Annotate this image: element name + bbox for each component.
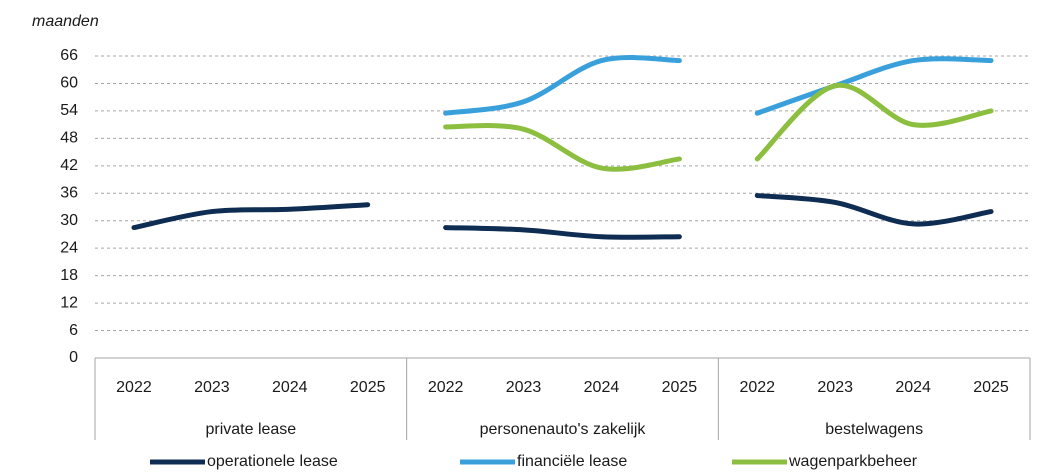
series-line [443, 123, 682, 172]
series-line [754, 82, 994, 162]
y-tick-label: 54 [60, 102, 78, 119]
x-tick-label: 2025 [973, 379, 1009, 396]
y-tick-label: 30 [60, 212, 78, 229]
group-label: private lease [205, 421, 296, 438]
y-tick-label: 18 [60, 267, 78, 284]
series-line [443, 55, 682, 116]
series-line [443, 225, 682, 240]
y-tick-label: 48 [60, 130, 78, 147]
x-tick-label: 2023 [817, 379, 853, 396]
x-tick-label: 2024 [584, 379, 620, 396]
y-tick-label: 42 [60, 157, 78, 174]
x-tick-label: 2022 [739, 379, 775, 396]
y-axis-label: maanden [32, 13, 99, 30]
legend-label: wagenparkbeheer [788, 453, 918, 470]
x-tick-label: 2023 [194, 379, 230, 396]
x-tick-label: 2024 [895, 379, 931, 396]
legend-label: financiële lease [517, 453, 627, 470]
x-tick-label: 2025 [662, 379, 698, 396]
x-tick-label: 2023 [506, 379, 542, 396]
x-tick-label: 2025 [350, 379, 386, 396]
group-label: bestelwagens [825, 421, 923, 438]
group-label: personenauto's zakelijk [480, 421, 647, 438]
y-tick-label: 66 [60, 47, 78, 64]
y-tick-label: 6 [69, 322, 78, 339]
series-line [754, 56, 994, 116]
y-tick-label: 24 [60, 239, 78, 256]
x-tick-label: 2022 [116, 379, 152, 396]
y-tick-label: 36 [60, 184, 78, 201]
series-line [131, 202, 371, 231]
x-tick-label: 2022 [428, 379, 464, 396]
legend-label: operationele lease [207, 453, 338, 470]
y-tick-label: 0 [69, 349, 78, 366]
y-tick-label: 12 [60, 294, 78, 311]
y-tick-label: 60 [60, 75, 78, 92]
series-line [754, 193, 994, 227]
x-tick-label: 2024 [272, 379, 308, 396]
